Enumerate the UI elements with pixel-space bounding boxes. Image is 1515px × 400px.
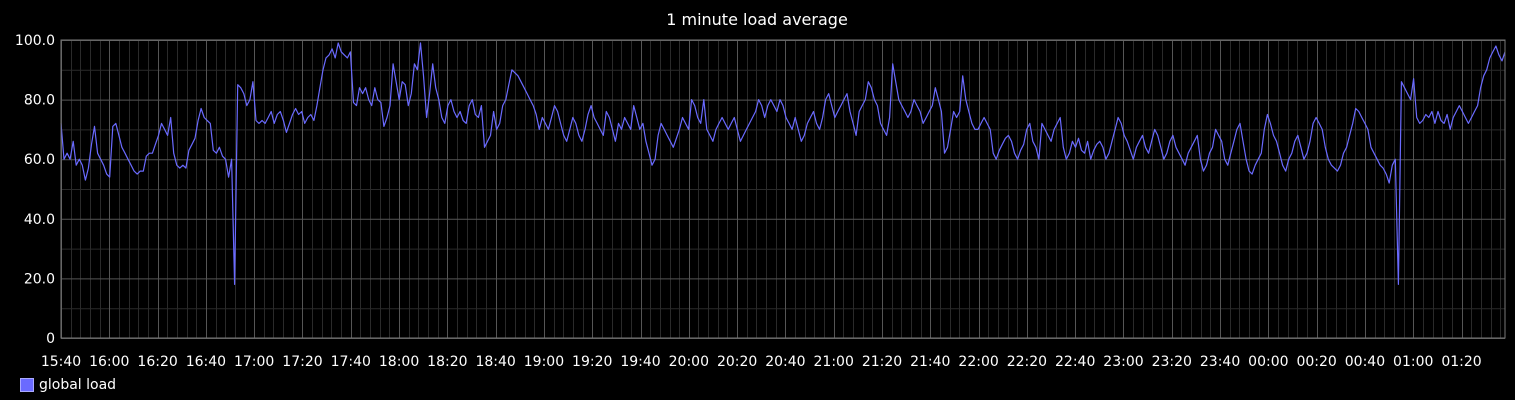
- x-tick-label: 01:00: [1393, 354, 1433, 370]
- x-tick-label: 22:00: [958, 354, 998, 370]
- x-tick-label: 18:20: [427, 354, 467, 370]
- y-tick-label: 80.0: [24, 93, 55, 109]
- x-tick-label: 00:40: [1345, 354, 1385, 370]
- y-tick-label: 40.0: [24, 212, 55, 228]
- chart-title: 1 minute load average: [666, 10, 848, 29]
- x-tick-label: 23:00: [1103, 354, 1143, 370]
- y-tick-label: 60.0: [24, 152, 55, 168]
- y-tick-label: 20.0: [24, 271, 55, 287]
- x-tick-label: 15:40: [41, 354, 81, 370]
- x-tick-label: 19:20: [572, 354, 612, 370]
- y-tick-label: 0: [46, 331, 55, 347]
- x-tick-label: 21:20: [862, 354, 902, 370]
- plot-frame: [60, 39, 1506, 339]
- legend: global load: [20, 376, 116, 394]
- x-tick-label: 22:40: [1055, 354, 1095, 370]
- x-tick-label: 19:40: [620, 354, 660, 370]
- x-tick-label: 01:20: [1441, 354, 1481, 370]
- legend-swatch: [20, 378, 34, 392]
- x-tick-label: 00:00: [1248, 354, 1288, 370]
- x-tick-label: 21:40: [910, 354, 950, 370]
- x-tick-label: 17:00: [234, 354, 274, 370]
- minor-grid: [61, 40, 1505, 338]
- x-tick-label: 18:00: [379, 354, 419, 370]
- y-axis-ticks: 0 20.0 40.0 60.0 80.0 100.0: [15, 33, 55, 347]
- x-tick-label: 16:40: [186, 354, 226, 370]
- x-tick-label: 20:40: [765, 354, 805, 370]
- x-tick-label: 20:00: [669, 354, 709, 370]
- x-axis-ticks: 15:40 16:00 16:20 16:40 17:00 17:20 17:40 18:00…: [41, 354, 1482, 370]
- x-tick-label: 23:40: [1200, 354, 1240, 370]
- legend-label: global load: [39, 377, 117, 393]
- x-tick-label: 18:40: [475, 354, 515, 370]
- x-tick-label: 19:00: [524, 354, 564, 370]
- x-tick-label: 00:20: [1296, 354, 1336, 370]
- series-layer: [60, 42, 1506, 285]
- x-tick-label: 21:00: [814, 354, 854, 370]
- series-line-global-load: [60, 42, 1506, 285]
- x-tick-label: 23:20: [1152, 354, 1192, 370]
- x-tick-label: 22:20: [1007, 354, 1047, 370]
- x-tick-label: 16:20: [137, 354, 177, 370]
- x-tick-label: 17:20: [282, 354, 322, 370]
- major-grid: [61, 40, 1505, 339]
- x-tick-label: 17:40: [331, 354, 371, 370]
- y-tick-label: 100.0: [15, 33, 55, 49]
- x-tick-label: 20:20: [717, 354, 757, 370]
- x-tick-label: 16:00: [89, 354, 129, 370]
